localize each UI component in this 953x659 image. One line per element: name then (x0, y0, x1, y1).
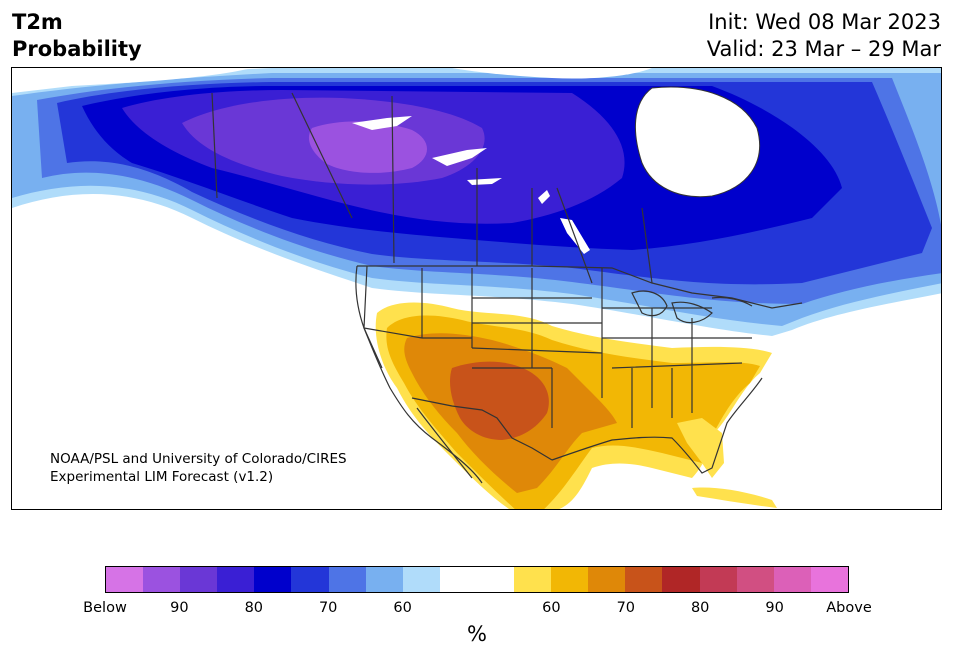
colorbar-segment (106, 567, 144, 592)
arctic-water-left (12, 68, 252, 93)
colorbar-unit: % (467, 622, 487, 646)
map-title: T2m Probability (12, 9, 142, 63)
borders (211, 92, 803, 484)
colorbar-segment (588, 567, 626, 592)
colorbar-tick-label: 60 (542, 600, 561, 616)
credit-line-2: Experimental LIM Forecast (v1.2) (50, 469, 273, 485)
title-type: Probability (12, 37, 142, 61)
colorbar-segment (551, 567, 589, 592)
colorbar (105, 566, 849, 593)
region-above-75 (449, 361, 549, 440)
state-lines-central (471, 268, 603, 428)
colorbar-segment (514, 567, 552, 592)
state-lines-east (602, 307, 752, 428)
colorbar-tick-label: 80 (690, 600, 710, 616)
colorbar-tick-label: Below (83, 600, 127, 616)
baja-coast (416, 407, 473, 479)
region-above-60-florida (677, 418, 724, 478)
great-lakes (631, 290, 753, 324)
credit-line-1: NOAA/PSL and University of Colorado/CIRE… (50, 451, 347, 467)
region-above-60-cuba (692, 487, 777, 508)
colorbar-segment (699, 567, 737, 592)
colorbar-tick-label: Above (826, 600, 872, 616)
region-below-95 (308, 121, 427, 173)
lake-great-bear (352, 116, 412, 130)
forecast-dates: Init: Wed 08 Mar 2023 Valid: 23 Mar – 29… (707, 9, 941, 63)
us-mexico-border (411, 397, 553, 461)
colorbar-tick-label: 70 (318, 600, 338, 616)
colorbar-segment (254, 567, 292, 592)
lake-athabasca (467, 178, 502, 185)
coastline-gulf (551, 377, 763, 474)
colorbar-segment (291, 567, 329, 592)
colorbar-tick-label: 90 (765, 600, 784, 616)
forecast-map: NOAA/PSL and University of Colorado/CIRE… (11, 67, 942, 510)
colorbar-segment (662, 567, 700, 592)
colorbar-segment (810, 567, 848, 592)
colorbar-tick-label: 60 (393, 600, 412, 616)
init-date: Init: Wed 08 Mar 2023 (708, 10, 941, 34)
colorbar-segment (476, 567, 515, 592)
arctic-water-right (452, 68, 652, 79)
colorbar-segment (736, 567, 774, 592)
colorbar-segment (217, 567, 255, 592)
colorbar-segment (625, 567, 663, 592)
valid-dates: Valid: 23 Mar – 29 Mar (706, 37, 941, 61)
lake-reindeer (538, 190, 550, 204)
colorbar-segment (365, 567, 403, 592)
province-lines (291, 92, 653, 284)
colorbar-tick-label: 90 (170, 600, 189, 616)
colorbar-tick-label: 70 (616, 600, 636, 616)
canada-us-border (357, 265, 803, 309)
lake-great-slave (432, 148, 487, 166)
title-variable: T2m (12, 10, 63, 34)
colorbar-segment (773, 567, 811, 592)
coastline-west (355, 265, 483, 484)
hudson-bay (634, 86, 761, 198)
colorbar-segment (180, 567, 218, 592)
colorbar-segment (328, 567, 366, 592)
colorbar-segment (439, 567, 477, 592)
colorbar-segment (402, 567, 440, 592)
colorbar-tick-label: 80 (244, 600, 264, 616)
colorbar-segment (143, 567, 181, 592)
map-canvas: NOAA/PSL and University of Colorado/CIRE… (12, 68, 941, 509)
pacific-ocean (12, 207, 357, 509)
alaska-border (211, 92, 218, 199)
